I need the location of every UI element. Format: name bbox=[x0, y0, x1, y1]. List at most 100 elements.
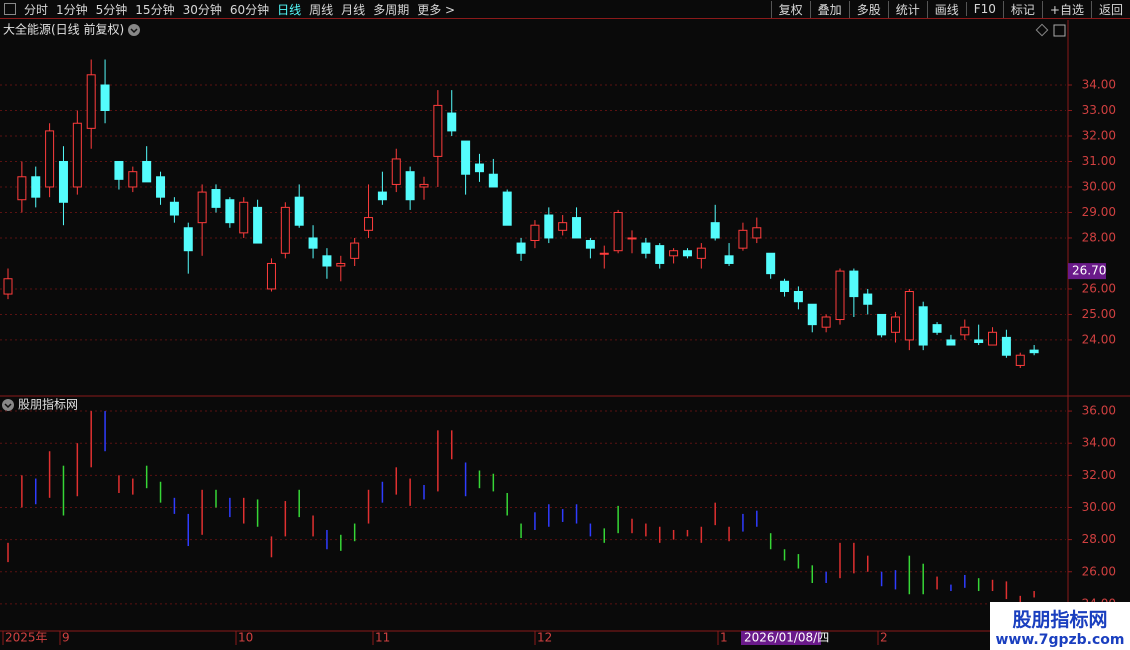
candle-body bbox=[169, 201, 179, 216]
tool-button[interactable]: 叠加 bbox=[809, 0, 849, 18]
candle-body bbox=[1001, 336, 1011, 356]
candle-body bbox=[669, 250, 679, 257]
period-tab[interactable]: 30分钟 bbox=[182, 2, 222, 17]
y-tick-label: 30.00 bbox=[1082, 500, 1116, 514]
candle-body bbox=[752, 227, 762, 239]
candle-body bbox=[364, 217, 374, 231]
x-tick-label: 9 bbox=[62, 631, 70, 645]
y-tick-label: 26.00 bbox=[1082, 281, 1116, 295]
y-tick-label: 34.00 bbox=[1082, 78, 1116, 92]
y-tick-label: 29.00 bbox=[1082, 205, 1116, 219]
candle-body bbox=[350, 242, 360, 259]
diamond-icon[interactable] bbox=[1035, 23, 1049, 37]
title-menu-icon[interactable] bbox=[128, 24, 140, 36]
candle-body bbox=[613, 211, 623, 252]
tool-buttons: 复权 叠加 多股 统计 画线 F10 标记 +自选 返回 bbox=[770, 0, 1130, 18]
period-tab[interactable]: 多周期 bbox=[373, 2, 410, 17]
candle-body bbox=[197, 191, 207, 224]
y-tick-label: 32.00 bbox=[1082, 468, 1116, 482]
tool-button[interactable]: 复权 bbox=[770, 0, 810, 18]
candle-body bbox=[225, 199, 235, 224]
period-tab[interactable]: 5分钟 bbox=[95, 2, 128, 17]
period-tab[interactable]: 月线 bbox=[341, 2, 366, 17]
candle-body bbox=[280, 206, 290, 254]
menu-button[interactable] bbox=[4, 3, 16, 15]
tool-button[interactable]: 统计 bbox=[887, 0, 927, 18]
y-tick-label: 28.00 bbox=[1082, 230, 1116, 244]
toolbar: 分时 1分钟 5分钟 15分钟 30分钟 60分钟 日线 周线 月线 多周期 更多 > 复权 叠加 多股… bbox=[0, 0, 1130, 19]
candle-body bbox=[960, 326, 970, 336]
candle-body bbox=[988, 331, 998, 346]
watermark-title: 股朋指标网 bbox=[1012, 609, 1108, 631]
tool-button[interactable]: 返回 bbox=[1090, 0, 1130, 18]
candle-body bbox=[114, 160, 124, 180]
candle-body bbox=[572, 217, 582, 239]
candle-body bbox=[266, 262, 276, 290]
candle-body bbox=[461, 140, 471, 175]
candle-body bbox=[322, 255, 332, 267]
tool-button[interactable]: F10 bbox=[965, 2, 1003, 16]
candle-body bbox=[793, 290, 803, 303]
candle-body bbox=[738, 229, 748, 249]
candle-body bbox=[530, 224, 540, 242]
candle-body bbox=[128, 171, 138, 188]
candle-body bbox=[3, 278, 13, 295]
candle-body bbox=[294, 196, 304, 226]
tool-button[interactable]: 画线 bbox=[926, 0, 966, 18]
tool-button[interactable]: 多股 bbox=[848, 0, 888, 18]
candle-body bbox=[31, 176, 41, 198]
candle-body bbox=[641, 242, 651, 254]
period-tabs: 分时 1分钟 5分钟 15分钟 30分钟 60分钟 日线 周线 月线 多周期 更多 > bbox=[0, 0, 459, 18]
x-tick-label: 2 bbox=[880, 631, 888, 645]
watermark: 股朋指标网 www.7gpzb.com bbox=[990, 602, 1130, 650]
candle-body bbox=[904, 290, 914, 341]
period-tab[interactable]: 15分钟 bbox=[135, 2, 175, 17]
chevron bbox=[130, 28, 138, 34]
candle-body bbox=[516, 242, 526, 254]
period-tab[interactable]: 周线 bbox=[309, 2, 334, 17]
candle-body bbox=[419, 183, 429, 188]
panel-icon[interactable] bbox=[1053, 24, 1066, 37]
candle-body bbox=[863, 293, 873, 305]
candle-body bbox=[391, 158, 401, 185]
x-tick-label: 11 bbox=[375, 631, 390, 645]
candle-body bbox=[918, 306, 928, 346]
period-tab[interactable]: 1分钟 bbox=[56, 2, 88, 17]
y-tick-label: 33.00 bbox=[1082, 103, 1116, 117]
y-tick-label: 30.00 bbox=[1082, 179, 1116, 193]
candle-body bbox=[58, 160, 68, 203]
candle-body bbox=[336, 262, 346, 267]
candle-body bbox=[100, 84, 110, 111]
period-tab[interactable]: 更多 > bbox=[417, 2, 456, 17]
y-tick-label: 36.00 bbox=[1082, 404, 1116, 418]
indicator-menu-icon[interactable] bbox=[2, 399, 14, 411]
candle-body bbox=[183, 227, 193, 252]
x-tick-label: 1 bbox=[720, 631, 728, 645]
candle-body bbox=[544, 214, 554, 239]
candle-body bbox=[974, 339, 984, 343]
candle-body bbox=[377, 191, 387, 201]
chevron bbox=[4, 403, 12, 409]
last-price-box bbox=[1068, 263, 1106, 280]
y-tick-label: 25.00 bbox=[1082, 307, 1116, 321]
candle-body bbox=[932, 324, 942, 333]
candle-body bbox=[585, 240, 595, 249]
candle-body bbox=[72, 122, 82, 188]
period-tab[interactable]: 日线 bbox=[277, 2, 302, 17]
candle-body bbox=[946, 339, 956, 346]
candle-body bbox=[211, 189, 221, 208]
candle-body bbox=[655, 245, 665, 264]
cursor-date-box bbox=[741, 631, 821, 645]
y-tick-label: 32.00 bbox=[1082, 128, 1116, 142]
x-tick-label: 10 bbox=[238, 631, 253, 645]
candle-body bbox=[780, 280, 790, 292]
candle-body bbox=[405, 171, 415, 201]
candle-body bbox=[807, 303, 817, 326]
tool-button[interactable]: +自选 bbox=[1041, 0, 1091, 18]
period-tab[interactable]: 60分钟 bbox=[229, 2, 270, 17]
y-tick-label: 34.00 bbox=[1082, 436, 1116, 450]
period-tab[interactable]: 分时 bbox=[24, 2, 49, 17]
tool-button[interactable]: 标记 bbox=[1002, 0, 1042, 18]
y-tick-label: 31.00 bbox=[1082, 154, 1116, 168]
